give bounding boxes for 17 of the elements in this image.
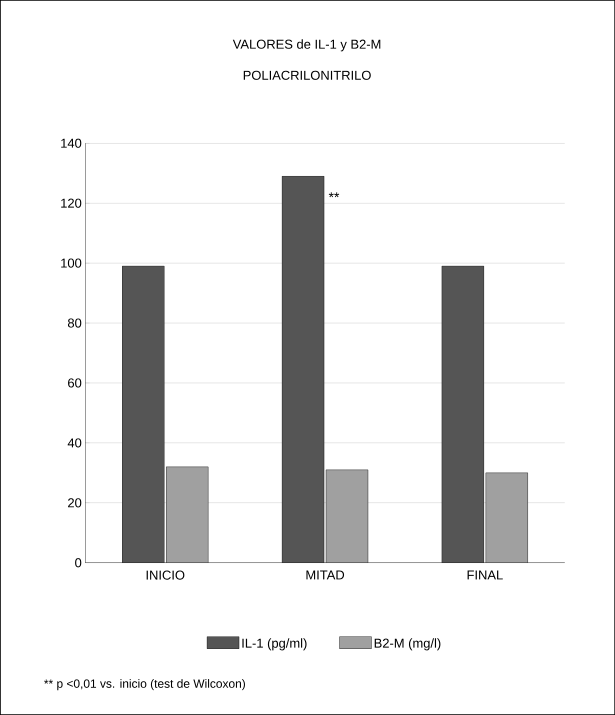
y-tick-label: 0 — [75, 558, 82, 568]
chart-subtitle: POLIACRILONITRILO — [244, 70, 371, 80]
legend-label: IL-1 (pg/ml) — [242, 638, 306, 650]
y-tick-label: 60 — [68, 378, 82, 388]
text: ** p <0,01 vs. inicio (test de Wilcoxon) — [44, 679, 245, 690]
y-tick-label: 80 — [68, 318, 82, 328]
y-tick-label: 120 — [61, 198, 82, 208]
x-tick-label: INICIO — [146, 570, 184, 580]
legend-label: B2-M (mg/l) — [374, 638, 440, 650]
y-tick-label: 20 — [68, 498, 82, 508]
chart-title: VALORES de IL-1 y B2-M — [232, 39, 380, 52]
y-tick-label: 40 — [68, 438, 82, 448]
x-tick-label: FINAL — [468, 570, 503, 580]
y-tick-label: 100 — [61, 258, 82, 268]
x-tick-label: MITAD — [306, 570, 344, 580]
annotation: ** — [328, 192, 340, 198]
y-tick-label: 140 — [61, 138, 82, 148]
